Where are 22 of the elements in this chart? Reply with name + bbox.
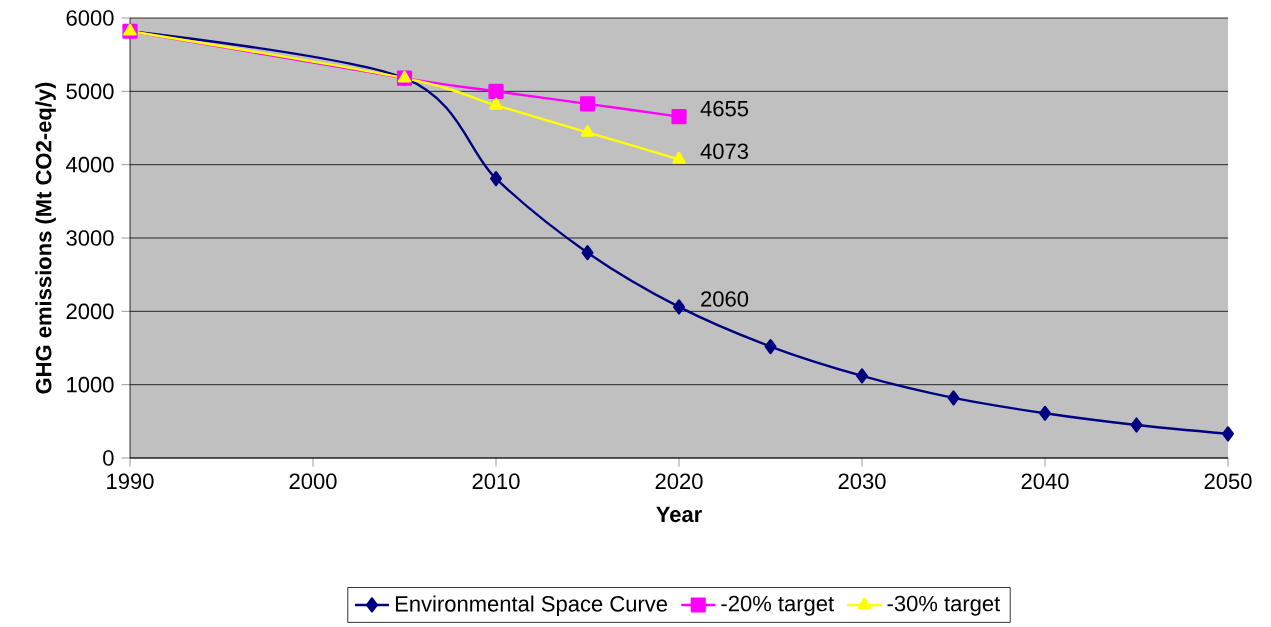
data-label: 4073 bbox=[700, 143, 749, 160]
y-tick-label: 3000 bbox=[66, 230, 114, 246]
x-axis-title: Year bbox=[656, 506, 702, 523]
y-tick-label: 6000 bbox=[66, 10, 114, 26]
x-tick-label: 2040 bbox=[1021, 473, 1069, 490]
y-axis-title: GHG emissions (Mt CO2-eq/y) bbox=[35, 82, 56, 394]
x-tick-label: 2010 bbox=[472, 473, 520, 490]
data-label: 4655 bbox=[700, 100, 749, 117]
data-label: 2060 bbox=[701, 291, 749, 307]
x-tick-label: 2050 bbox=[1204, 473, 1252, 490]
y-tick-label: 1000 bbox=[67, 376, 114, 393]
x-tick-label: 2030 bbox=[838, 473, 886, 490]
legend-label: Environmental Space Curve bbox=[395, 595, 668, 616]
legend-label: -30% target bbox=[887, 595, 1001, 616]
y-tick-label: 4000 bbox=[66, 156, 114, 173]
y-tick-label: 5000 bbox=[66, 83, 114, 100]
x-tick-label: 2000 bbox=[289, 473, 337, 490]
y-tick-label: 2000 bbox=[66, 303, 114, 320]
x-tick-label: 1990 bbox=[107, 473, 154, 490]
x-tick-label: 2020 bbox=[655, 473, 703, 490]
y-tick-label: 0 bbox=[103, 450, 114, 466]
legend-label: -20% target bbox=[721, 595, 834, 616]
